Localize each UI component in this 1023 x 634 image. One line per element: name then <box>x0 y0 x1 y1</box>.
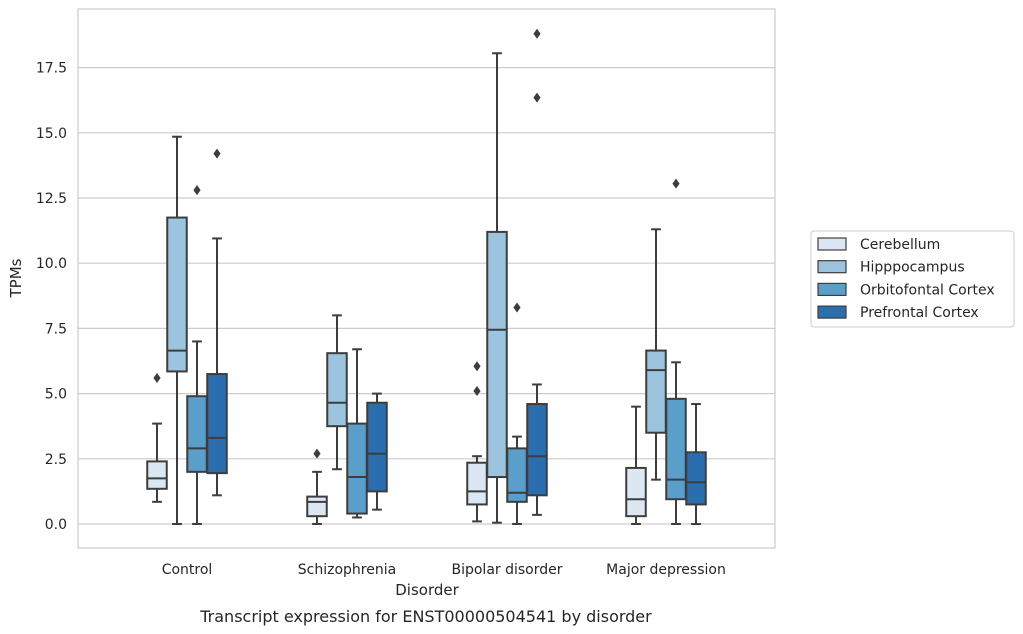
plot-area-frame <box>77 8 776 549</box>
y-axis-label: TPMs <box>7 258 25 298</box>
outlier-point <box>473 385 481 396</box>
legend-item: Prefrontal Cortex <box>817 305 979 321</box>
iqr-box <box>625 466 647 518</box>
iqr-box <box>146 460 168 490</box>
legend-label: Prefrontal Cortex <box>860 305 979 321</box>
outlier-point <box>193 185 201 196</box>
box-2-0 <box>186 185 208 525</box>
box-2-3 <box>665 178 687 525</box>
box-1-2 <box>486 52 508 524</box>
iqr-box <box>645 349 667 434</box>
iqr-box <box>665 397 687 501</box>
x-axis-label: Disorder <box>395 581 459 599</box>
x-axis-ticks: Control Schizophrenia Bipolar disorder Majo… <box>162 562 726 578</box>
legend-item: Hipppocampus <box>817 260 965 276</box>
legend-swatch <box>817 260 847 274</box>
x-tick-label: Major depression <box>606 562 726 578</box>
outlier-point <box>153 372 161 383</box>
legend-label: Hipppocampus <box>860 260 965 276</box>
y-tick-label: 15.0 <box>36 126 67 142</box>
iqr-box <box>466 461 488 506</box>
y-tick-label: 7.5 <box>45 321 67 337</box>
outlier-point <box>513 302 521 313</box>
box-0-1 <box>306 448 328 525</box>
box-3-3 <box>685 403 707 525</box>
box-1-3 <box>645 228 667 481</box>
outlier-point <box>473 361 481 372</box>
y-tick-label: 12.5 <box>36 191 67 207</box>
legend-frame <box>810 230 1015 328</box>
legend-item: Orbitofontal Cortex <box>817 282 995 298</box>
legend-swatch <box>817 282 847 296</box>
outlier-point <box>672 178 680 189</box>
iqr-box <box>366 401 388 493</box>
y-axis-ticks: 0.0 2.5 5.0 7.5 10.0 12.5 15.0 17.5 <box>36 61 67 533</box>
box-3-2 <box>526 28 548 516</box>
iqr-box <box>526 403 548 497</box>
outlier-point <box>533 92 541 103</box>
boxes <box>146 28 707 525</box>
y-tick-label: 0.0 <box>45 517 67 533</box>
box-3-0 <box>206 148 228 497</box>
box-0-0 <box>146 372 168 503</box>
box-2-2 <box>506 302 528 525</box>
box-2-1 <box>346 348 368 519</box>
iqr-box <box>326 352 348 428</box>
y-tick-label: 10.0 <box>36 256 67 272</box>
outlier-point <box>213 148 221 159</box>
iqr-box <box>166 216 188 373</box>
outlier-point <box>533 28 541 39</box>
legend: Cerebellum Hipppocampus Orbitofontal Corte… <box>810 230 1015 328</box>
y-tick-label: 5.0 <box>45 387 67 403</box>
chart-caption: Transcript expression for ENST0000050454… <box>199 607 652 626</box>
x-tick-label: Control <box>162 562 213 578</box>
x-tick-label: Schizophrenia <box>298 562 396 578</box>
iqr-box <box>506 447 528 503</box>
legend-swatch <box>817 237 847 251</box>
box-3-1 <box>366 392 388 511</box>
legend-item: Cerebellum <box>817 237 940 253</box>
legend-label: Cerebellum <box>860 237 940 253</box>
iqr-box <box>486 230 508 479</box>
legend-label: Orbitofontal Cortex <box>860 282 995 298</box>
box-0-2 <box>466 361 488 523</box>
y-tick-label: 2.5 <box>45 452 67 468</box>
box-0-3 <box>625 405 647 525</box>
iqr-box <box>685 451 707 506</box>
box-1-1 <box>326 314 348 471</box>
y-tick-label: 17.5 <box>36 61 67 77</box>
x-tick-label: Bipolar disorder <box>451 562 562 578</box>
legend-swatch <box>817 305 847 319</box>
outlier-point <box>313 448 321 459</box>
iqr-box <box>346 422 368 515</box>
box-1-0 <box>166 135 188 525</box>
iqr-box <box>206 373 228 475</box>
iqr-box <box>186 395 208 473</box>
iqr-box <box>306 495 328 518</box>
